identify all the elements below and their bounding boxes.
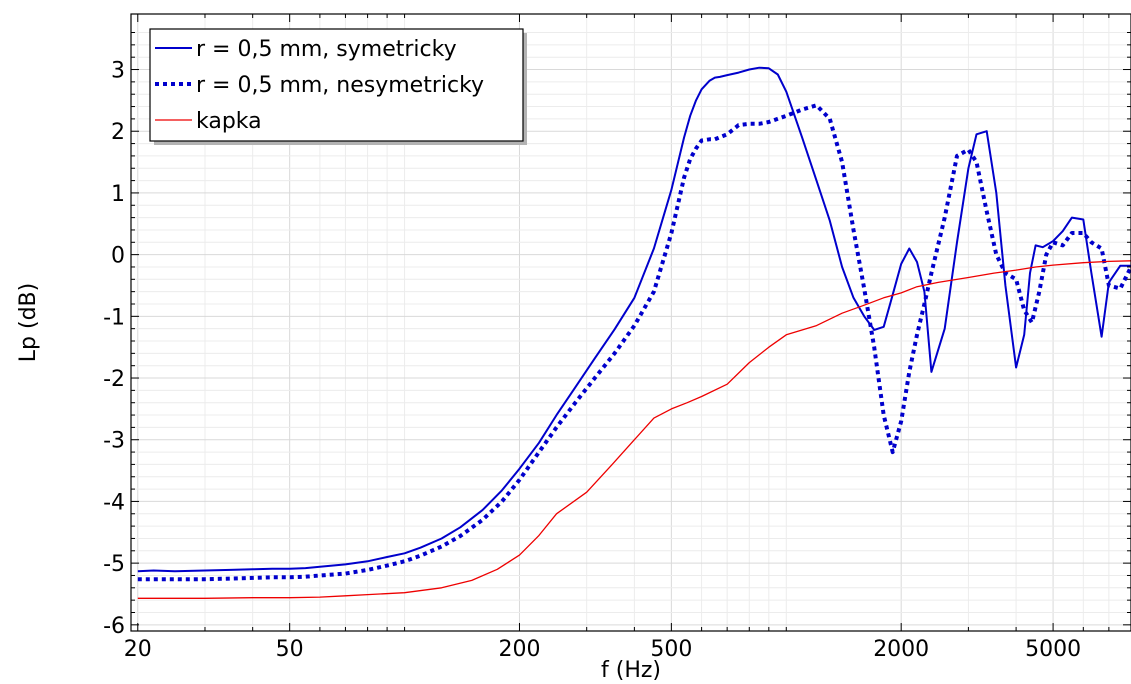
y-tick-label: -6 [103, 614, 125, 639]
series-line-2 [137, 103, 1131, 582]
series-layer [137, 66, 1131, 599]
y-tick-label: -2 [103, 367, 125, 392]
x-tick-label: 5000 [1025, 637, 1081, 662]
legend-entry-label: r = 0,5 mm, nesymetricky [196, 73, 484, 98]
series-line-3 [137, 260, 1131, 599]
y-tick-label: 3 [111, 59, 125, 84]
series-line-1 [137, 66, 1131, 573]
x-tick-label: 50 [276, 637, 304, 662]
legend-entry-label: r = 0,5 mm, symetricky [196, 37, 457, 62]
x-tick-label: 500 [650, 637, 692, 662]
y-tick-label: -4 [103, 490, 125, 515]
legend-entry-label: kapka [196, 109, 262, 134]
x-tick-label: 200 [498, 637, 540, 662]
y-tick-label: -1 [103, 305, 125, 330]
y-tick-label: 0 [111, 244, 125, 269]
x-axis-label: f (Hz) [601, 658, 661, 683]
legend-box [149, 28, 524, 142]
x-tick-label: 2000 [873, 637, 929, 662]
y-tick-label: -3 [103, 429, 125, 454]
y-tick-label: 1 [111, 182, 125, 207]
axis-ticks: -6 -5 -4 -3 -2 -1 0 1 2 3 20 50 200 500 2000 5000 [103, 14, 1131, 662]
x-tick-label: 20 [124, 637, 152, 662]
legend: r = 0,5 mm, symetricky r = 0,5 mm, nesyme… [149, 28, 527, 145]
y-axis-label: Lp (dB) [16, 283, 41, 362]
plot-area-frame [130, 13, 1131, 632]
y-tick-label: -5 [103, 552, 125, 577]
y-tick-label: 2 [111, 120, 125, 145]
